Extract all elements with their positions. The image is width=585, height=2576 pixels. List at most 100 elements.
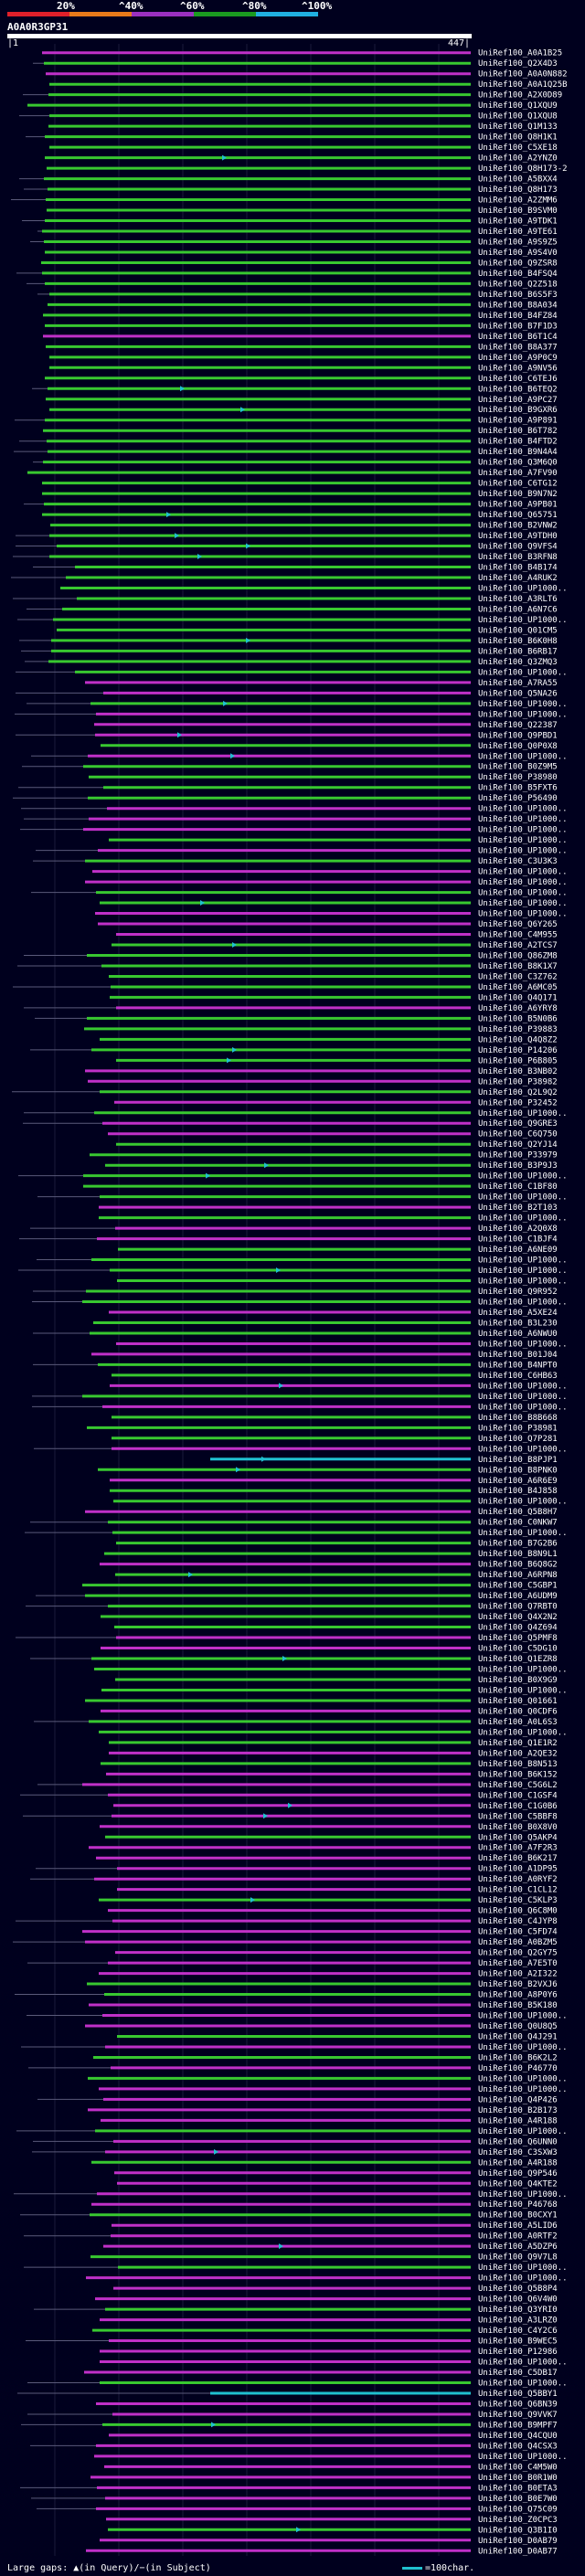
hit-label[interactable]: UniRef100_UP1000.. bbox=[478, 910, 568, 919]
hit-label[interactable]: UniRef100_B2VXJ6 bbox=[478, 1980, 558, 1989]
hit-label[interactable]: UniRef100_Q86ZM8 bbox=[478, 951, 558, 960]
hit-label[interactable]: UniRef100_B3RFN8 bbox=[478, 553, 558, 562]
hit-label[interactable]: UniRef100_UP1000.. bbox=[478, 847, 568, 856]
hit-label[interactable]: UniRef100_B6K217 bbox=[478, 1854, 558, 1863]
hit-label[interactable]: UniRef100_UP1000.. bbox=[478, 2043, 568, 2052]
hit-label[interactable]: UniRef100_P33979 bbox=[478, 1151, 558, 1161]
hit-label[interactable]: UniRef100_Q2Z518 bbox=[478, 280, 558, 289]
hit-label[interactable]: UniRef100_Q6C8M0 bbox=[478, 1907, 558, 1916]
hit-label[interactable]: UniRef100_P38980 bbox=[478, 773, 558, 782]
hit-label[interactable]: UniRef100_UP1000.. bbox=[478, 584, 568, 593]
hit-label[interactable]: UniRef100_Q2YJ14 bbox=[478, 1140, 558, 1150]
hit-label[interactable]: UniRef100_B5N0B6 bbox=[478, 1014, 558, 1023]
hit-label[interactable]: UniRef100_B5FXT6 bbox=[478, 784, 558, 793]
hit-label[interactable]: UniRef100_B6K152 bbox=[478, 1770, 558, 1779]
hit-label[interactable]: UniRef100_Q01661 bbox=[478, 1697, 558, 1706]
hit-label[interactable]: UniRef100_A7E5T0 bbox=[478, 1959, 558, 1968]
hit-label[interactable]: UniRef100_A6N7C6 bbox=[478, 605, 558, 614]
hit-label[interactable]: UniRef100_A2QE32 bbox=[478, 1749, 558, 1758]
hit-label[interactable]: UniRef100_UP1000.. bbox=[478, 1277, 568, 1287]
hit-label[interactable]: UniRef100_UP1000.. bbox=[478, 868, 568, 877]
hit-label[interactable]: UniRef100_UP1000.. bbox=[478, 2190, 568, 2200]
hit-label[interactable]: UniRef100_P38981 bbox=[478, 1424, 558, 1433]
hit-label[interactable]: UniRef100_C5DG10 bbox=[478, 1645, 558, 1654]
hit-label[interactable]: UniRef100_B9MPF7 bbox=[478, 2421, 558, 2430]
hit-label[interactable]: UniRef100_UP1000.. bbox=[478, 2263, 568, 2273]
hit-label[interactable]: UniRef100_UP1000.. bbox=[478, 1498, 568, 1507]
hit-label[interactable]: UniRef100_UP1000.. bbox=[478, 1193, 568, 1203]
hit-label[interactable]: UniRef100_A1DP95 bbox=[478, 1865, 558, 1874]
hit-label[interactable]: UniRef100_B0X9G9 bbox=[478, 1676, 558, 1685]
hit-label[interactable]: UniRef100_B6S5F3 bbox=[478, 291, 558, 300]
hit-label[interactable]: UniRef100_B9GXR6 bbox=[478, 406, 558, 415]
hit-label[interactable]: UniRef100_A2YNZ0 bbox=[478, 154, 558, 164]
hit-label[interactable]: UniRef100_UP1000.. bbox=[478, 1299, 568, 1308]
hit-label[interactable]: UniRef100_Q9V7L8 bbox=[478, 2253, 558, 2263]
hit-label[interactable]: UniRef100_UP1000.. bbox=[478, 1172, 568, 1182]
hit-label[interactable]: UniRef100_Q2L9Q2 bbox=[478, 1088, 558, 1097]
hit-label[interactable]: UniRef100_A7F2R3 bbox=[478, 1844, 558, 1853]
hit-label[interactable]: UniRef100_A0A0N882 bbox=[478, 70, 568, 80]
hit-label[interactable]: UniRef100_Q65751 bbox=[478, 511, 558, 520]
hit-label[interactable]: UniRef100_A2X0D89 bbox=[478, 91, 562, 101]
hit-label[interactable]: UniRef100_UP1000.. bbox=[478, 899, 568, 908]
hit-label[interactable]: UniRef100_B6K2L2 bbox=[478, 2053, 558, 2062]
hit-label[interactable]: UniRef100_UP1000.. bbox=[478, 1214, 568, 1224]
hit-label[interactable]: UniRef100_Q0P0X8 bbox=[478, 742, 558, 751]
hit-label[interactable]: UniRef100_B01J04 bbox=[478, 1351, 558, 1360]
hit-label[interactable]: UniRef100_A9TDK1 bbox=[478, 217, 558, 227]
hit-label[interactable]: UniRef100_B4J858 bbox=[478, 1487, 558, 1496]
hit-label[interactable]: UniRef100_B0CXY1 bbox=[478, 2211, 558, 2221]
hit-label[interactable]: UniRef100_Q7RBT0 bbox=[478, 1603, 558, 1612]
hit-label[interactable]: UniRef100_Q4J291 bbox=[478, 2032, 558, 2041]
hit-label[interactable]: UniRef100_B4FZ84 bbox=[478, 312, 558, 321]
hit-label[interactable]: UniRef100_UP1000.. bbox=[478, 2127, 568, 2136]
hit-label[interactable]: UniRef100_A9S4V0 bbox=[478, 249, 558, 258]
hit-label[interactable]: UniRef100_A9P891 bbox=[478, 417, 558, 426]
hit-label[interactable]: UniRef100_Q1M133 bbox=[478, 122, 558, 132]
hit-label[interactable]: UniRef100_UP1000.. bbox=[478, 2074, 568, 2083]
hit-label[interactable]: UniRef100_Q4X2N2 bbox=[478, 1613, 558, 1622]
hit-label[interactable]: UniRef100_Q4P426 bbox=[478, 2095, 558, 2104]
hit-label[interactable]: UniRef100_Q8H173-2 bbox=[478, 164, 568, 174]
hit-label[interactable]: UniRef100_A9P0C9 bbox=[478, 354, 558, 363]
hit-label[interactable]: UniRef100_C4M5W0 bbox=[478, 2463, 558, 2472]
hit-label[interactable]: UniRef100_A3LRZ0 bbox=[478, 2316, 558, 2326]
hit-label[interactable]: UniRef100_B8N9L1 bbox=[478, 1550, 558, 1559]
hit-label[interactable]: UniRef100_UP1000.. bbox=[478, 2274, 568, 2284]
hit-label[interactable]: UniRef100_Q3M6Q0 bbox=[478, 459, 558, 468]
hit-label[interactable]: UniRef100_UP1000.. bbox=[478, 1686, 568, 1695]
hit-label[interactable]: UniRef100_C5G6L2 bbox=[478, 1781, 558, 1790]
hit-label[interactable]: UniRef100_Q5B8H7 bbox=[478, 1508, 558, 1517]
hit-label[interactable]: UniRef100_Q0CDF6 bbox=[478, 1707, 558, 1716]
hit-label[interactable]: UniRef100_B5K180 bbox=[478, 2001, 558, 2010]
hit-label[interactable]: UniRef100_A0BZM5 bbox=[478, 1938, 558, 1947]
hit-label[interactable]: UniRef100_UP1000.. bbox=[478, 1267, 568, 1276]
hit-label[interactable]: UniRef100_B6Q8G2 bbox=[478, 1561, 558, 1570]
hit-label[interactable]: UniRef100_Q4KTE2 bbox=[478, 2179, 558, 2189]
hit-label[interactable]: UniRef100_C3SXW3 bbox=[478, 2148, 558, 2157]
hit-label[interactable]: UniRef100_Q4Z694 bbox=[478, 1624, 558, 1633]
hit-label[interactable]: UniRef100_B2B173 bbox=[478, 2106, 558, 2115]
hit-label[interactable]: UniRef100_UP1000.. bbox=[478, 836, 568, 845]
hit-label[interactable]: UniRef100_C1G0B6 bbox=[478, 1802, 558, 1811]
hit-label[interactable]: UniRef100_B8N513 bbox=[478, 1760, 558, 1769]
hit-label[interactable]: UniRef100_B8A034 bbox=[478, 301, 558, 310]
hit-label[interactable]: UniRef100_B4FTD2 bbox=[478, 438, 558, 447]
hit-label[interactable]: UniRef100_B2VNW2 bbox=[478, 522, 558, 531]
hit-label[interactable]: UniRef100_UP1000.. bbox=[478, 1340, 568, 1349]
hit-label[interactable]: UniRef100_Q1E1R2 bbox=[478, 1739, 558, 1748]
hit-label[interactable]: UniRef100_C1GSF4 bbox=[478, 1791, 558, 1800]
hit-label[interactable]: UniRef100_A5DZP6 bbox=[478, 2242, 558, 2252]
hit-label[interactable]: UniRef100_Q4CSX3 bbox=[478, 2442, 558, 2451]
hit-label[interactable]: UniRef100_UP1000.. bbox=[478, 826, 568, 835]
hit-label[interactable]: UniRef100_C4JYP8 bbox=[478, 1917, 558, 1926]
hit-label[interactable]: UniRef100_A5BXX4 bbox=[478, 175, 558, 185]
hit-label[interactable]: UniRef100_Q5PMF8 bbox=[478, 1634, 558, 1643]
hit-label[interactable]: UniRef100_Q9ZSR8 bbox=[478, 259, 558, 268]
hit-label[interactable]: UniRef100_UP1000.. bbox=[478, 2359, 568, 2368]
hit-label[interactable]: UniRef100_B0E7W0 bbox=[478, 2495, 558, 2504]
hit-label[interactable]: UniRef100_A5LID6 bbox=[478, 2221, 558, 2231]
hit-label[interactable]: UniRef100_UP1000.. bbox=[478, 752, 568, 761]
hit-label[interactable]: UniRef100_A3RLT6 bbox=[478, 595, 558, 604]
